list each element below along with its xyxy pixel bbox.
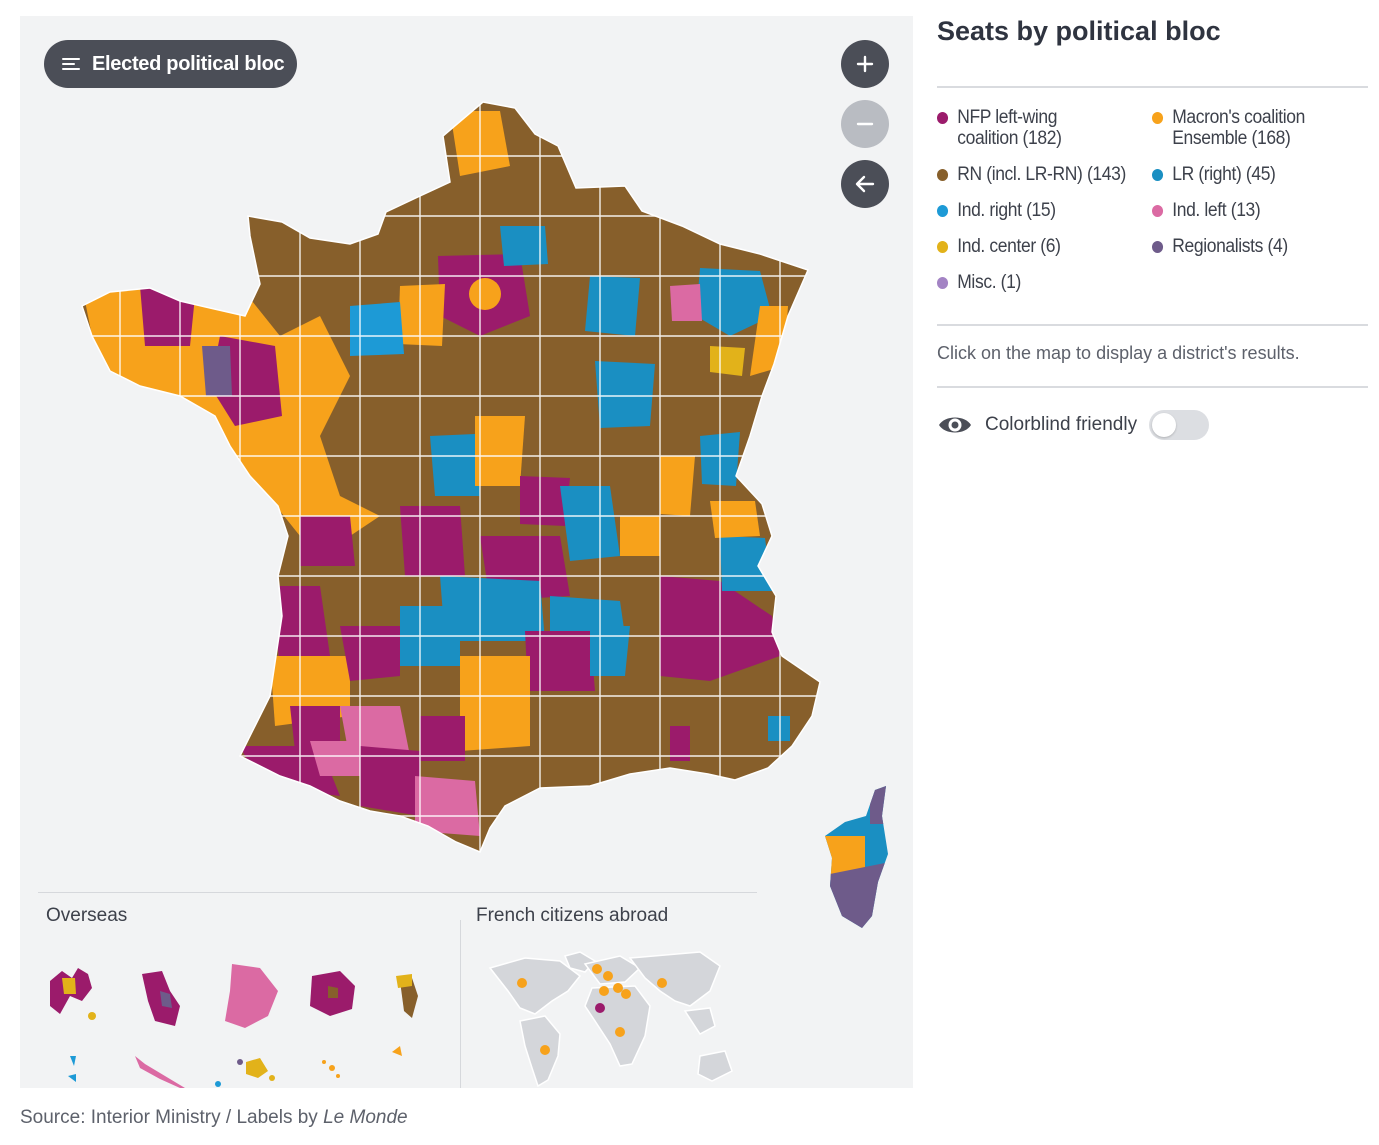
legend-label: coalition (182): [957, 128, 1062, 149]
eye-icon: [939, 417, 971, 433]
legend-item-ensemble: Macron's coalition Ensemble (168): [1152, 107, 1305, 149]
section-divider: [38, 892, 757, 893]
arrow-left-icon: [855, 175, 875, 193]
source-publication: Le Monde: [323, 1107, 408, 1128]
menu-icon: [62, 57, 80, 71]
legend-label: Misc. (1): [957, 272, 1021, 293]
legend-item-nfp: NFP left-wing coalition (182): [937, 107, 1062, 149]
world-map: [488, 951, 733, 1088]
legend-item-lr: LR (right) (45): [1152, 164, 1276, 185]
source-text: Source: Interior Ministry / Labels by: [20, 1107, 324, 1128]
legend-divider: [937, 86, 1368, 88]
map-hint: Click on the map to display a district's…: [937, 343, 1300, 363]
legend-label: Ind. left (13): [1172, 200, 1261, 221]
overseas-label: Overseas: [46, 905, 128, 926]
legend-label: Macron's coalition: [1172, 107, 1305, 128]
zoom-out-button[interactable]: [841, 100, 889, 148]
legend-label: Ind. center (6): [957, 236, 1061, 257]
abroad-label: French citizens abroad: [476, 905, 669, 926]
legend-dot: [937, 277, 949, 289]
zoom-in-button[interactable]: [841, 40, 889, 88]
legend-dot: [1152, 205, 1164, 217]
legend-item-rn: RN (incl. LR-RN) (143): [937, 164, 1126, 185]
legend-dot: [937, 205, 949, 217]
legend-label: NFP left-wing: [957, 107, 1058, 128]
plus-icon: [856, 55, 874, 73]
legend-dot: [937, 112, 949, 124]
source-credit: Source: Interior Ministry / Labels by Le…: [20, 1107, 408, 1129]
colorblind-label: Colorblind friendly: [985, 414, 1138, 435]
legend-dot: [937, 241, 949, 253]
legend-label: Ind. right (15): [957, 200, 1056, 221]
legend-divider: [937, 324, 1368, 326]
legend-label: LR (right) (45): [1172, 164, 1276, 185]
district-map[interactable]: [20, 16, 913, 1088]
overseas-territories: [50, 964, 418, 1088]
abroad-districts: [517, 964, 667, 1055]
section-divider-vertical: [460, 920, 461, 1088]
legend-item-ind-right: Ind. right (15): [937, 200, 1056, 221]
legend-dot: [1152, 169, 1164, 181]
legend-divider: [937, 386, 1368, 388]
legend-item-ind-center: Ind. center (6): [937, 236, 1061, 257]
colorblind-row: Colorblind friendly: [937, 410, 1210, 440]
legend-item-regionalists: Regionalists (4): [1152, 236, 1288, 257]
toggle-knob: [1152, 413, 1177, 437]
legend-title: Seats by political bloc: [937, 16, 1221, 46]
minus-icon: [856, 122, 874, 126]
legend-dot: [1152, 241, 1164, 253]
colorblind-toggle[interactable]: [1149, 410, 1210, 440]
legend-item-ind-left: Ind. left (13): [1152, 200, 1261, 221]
back-button[interactable]: [841, 160, 889, 208]
legend-dot: [937, 169, 949, 181]
bloc-selector-label: Elected political bloc: [92, 52, 285, 75]
legend-label: Ensemble (168): [1172, 128, 1291, 149]
legend-dot: [1152, 112, 1164, 124]
legend-item-misc: Misc. (1): [937, 272, 1021, 293]
bloc-selector-button[interactable]: Elected political bloc: [44, 40, 297, 88]
map-panel[interactable]: Elected political bloc Overseas French c…: [20, 16, 913, 1088]
legend-label: Regionalists (4): [1172, 236, 1288, 257]
legend-label: RN (incl. LR-RN) (143): [957, 164, 1126, 185]
